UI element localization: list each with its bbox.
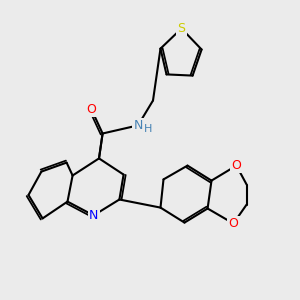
Text: H: H bbox=[144, 124, 153, 134]
Text: N: N bbox=[133, 119, 143, 132]
Text: O: O bbox=[87, 103, 96, 116]
Text: O: O bbox=[232, 159, 241, 172]
Text: S: S bbox=[178, 22, 185, 35]
Text: N: N bbox=[89, 209, 98, 222]
Text: O: O bbox=[229, 217, 238, 230]
